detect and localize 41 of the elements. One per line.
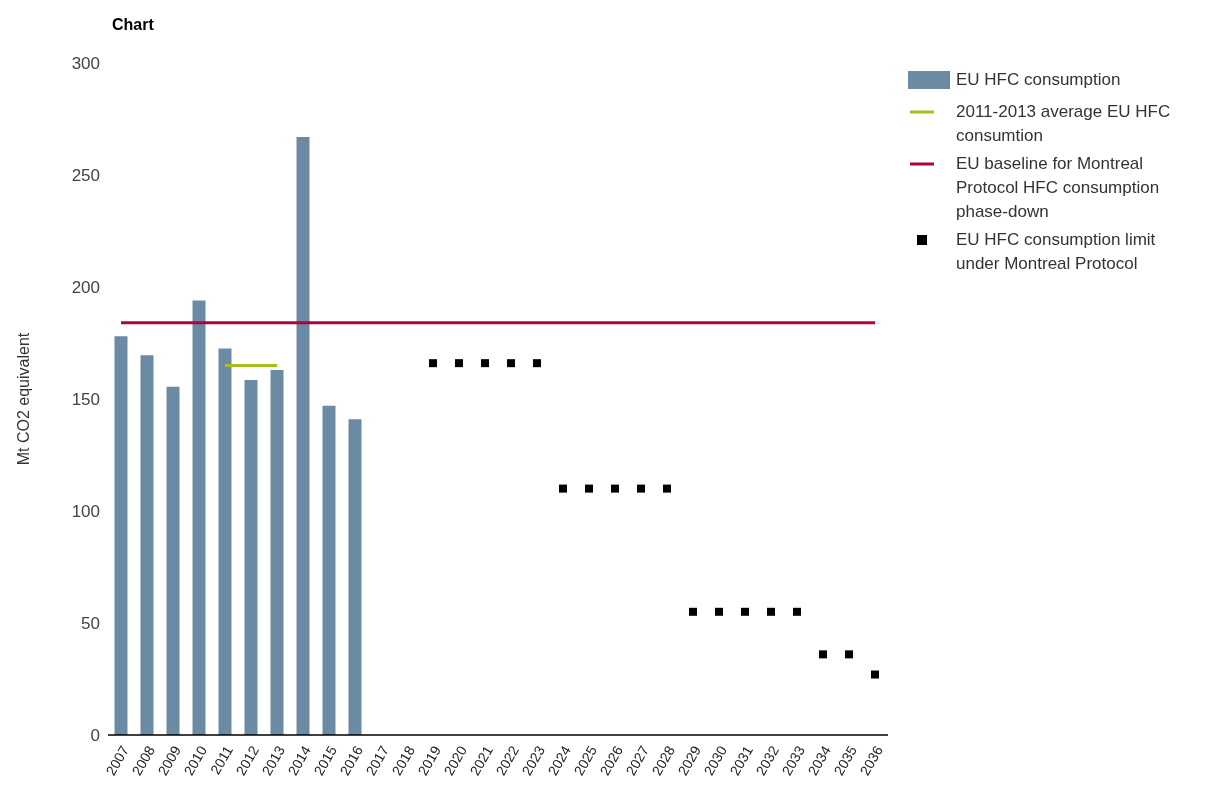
- y-tick-label: 50: [81, 614, 100, 634]
- legend-label: 2011-2013 average EU HFC consumtion: [956, 101, 1172, 147]
- point: [507, 359, 515, 368]
- y-tick-label: 0: [90, 726, 100, 746]
- bar: [192, 300, 206, 735]
- point: [559, 484, 567, 493]
- point: [455, 359, 463, 368]
- legend-label: EU HFC consumption: [956, 69, 1122, 91]
- point: [715, 607, 723, 616]
- point: [871, 670, 879, 679]
- y-tick-label: 300: [71, 54, 100, 74]
- point: [819, 650, 827, 659]
- legend-label: EU baseline for Montreal Protocol HFC consumption phase-down: [956, 153, 1161, 223]
- bar: [270, 369, 284, 735]
- point: [689, 607, 697, 616]
- y-tick-label: 150: [71, 390, 100, 410]
- y-tick-label: 200: [71, 278, 100, 298]
- point: [663, 484, 671, 493]
- point: [585, 484, 593, 493]
- y-axis-title: Mt CO2 equivalent: [14, 332, 32, 466]
- bar: [296, 136, 310, 735]
- point: [611, 484, 619, 493]
- chart-title: Chart: [112, 16, 154, 34]
- bar: [218, 348, 232, 735]
- bar: [166, 386, 180, 735]
- bar: [140, 355, 154, 735]
- point: [429, 359, 437, 368]
- point: [767, 607, 775, 616]
- bar: [322, 405, 336, 735]
- point: [637, 484, 645, 493]
- point: [533, 359, 541, 368]
- y-tick-label: 100: [71, 502, 100, 522]
- point: [793, 607, 801, 616]
- y-tick-label: 250: [71, 166, 100, 186]
- bar: [348, 419, 362, 735]
- bar: [114, 336, 128, 735]
- point: [845, 650, 853, 659]
- point: [741, 607, 749, 616]
- legend-label: EU HFC consumption limit under Montreal Protocol: [956, 229, 1157, 275]
- point: [481, 359, 489, 368]
- bar: [244, 379, 258, 735]
